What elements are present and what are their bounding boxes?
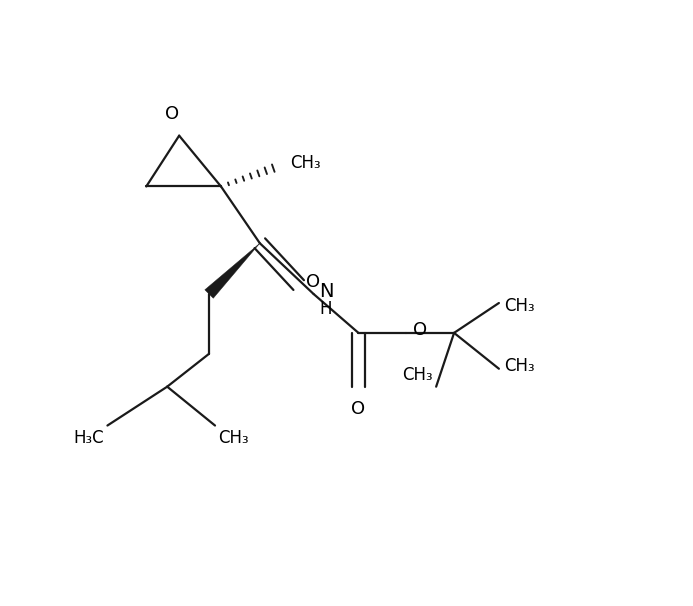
Text: O: O <box>165 104 179 122</box>
Text: CH₃: CH₃ <box>504 357 534 375</box>
Text: CH₃: CH₃ <box>403 365 433 384</box>
Text: N: N <box>319 282 334 301</box>
Text: H₃C: H₃C <box>74 428 105 447</box>
Text: CH₃: CH₃ <box>290 153 320 171</box>
Text: O: O <box>351 400 365 418</box>
Text: O: O <box>306 273 320 291</box>
Text: CH₃: CH₃ <box>218 428 249 447</box>
Text: O: O <box>414 321 428 339</box>
Text: H: H <box>319 300 332 318</box>
Text: CH₃: CH₃ <box>504 297 534 315</box>
Polygon shape <box>205 243 260 298</box>
